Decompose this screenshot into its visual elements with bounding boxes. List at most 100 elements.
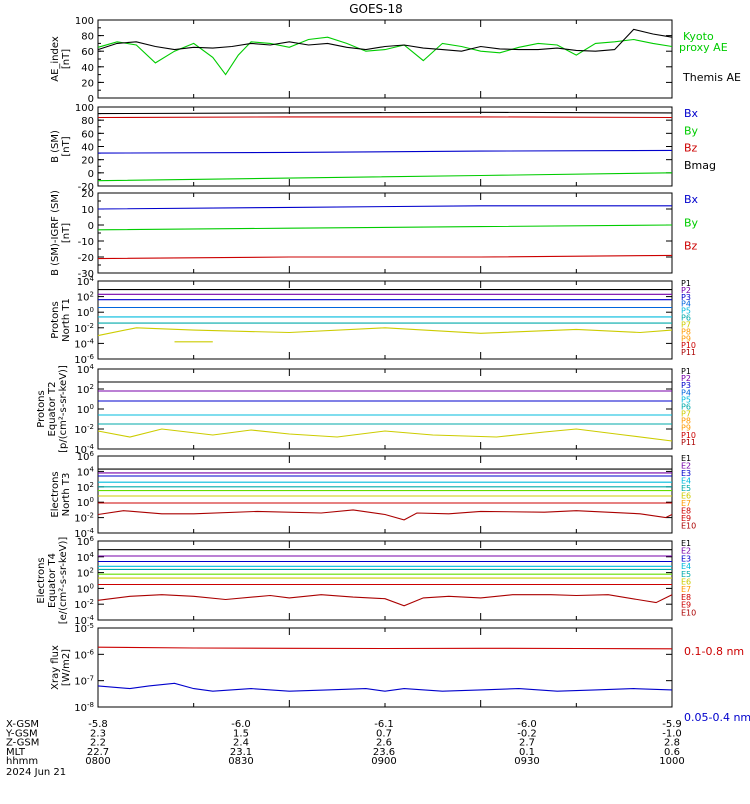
y-tick-label: -20: [78, 182, 94, 193]
legend-entry: P6: [681, 314, 691, 323]
series-peq-p6: [97, 428, 673, 442]
y-axis-label-line: Equator T4: [47, 553, 58, 608]
x-row-value: 2.4: [233, 738, 249, 749]
legend-entry: Kyoto: [683, 30, 714, 43]
legend-entry: Themis AE: [682, 71, 741, 84]
x-row-value: 1000: [659, 756, 684, 767]
x-row-value: 2.3: [90, 728, 106, 739]
legend-entry: P5: [681, 307, 691, 316]
legend-entry: E7: [681, 585, 691, 594]
panel-peq: 104 102 100 10-2 10-4 ProtonsEquator T2[p/(cm…: [36, 363, 696, 456]
series-enorth-e9: [97, 509, 673, 521]
legend-entry: E5: [681, 570, 691, 579]
y-axis-label-line: [W/m2]: [61, 649, 72, 686]
x-row-value: 0830: [228, 756, 253, 767]
x-row-label: Z-GSM: [6, 738, 39, 749]
legend-entry: E9: [681, 514, 691, 523]
y-tick-label: 10-2: [74, 322, 94, 335]
x-row-value: 2.2: [90, 738, 106, 749]
y-axis-label-line: North T3: [61, 473, 72, 517]
legend-entry: P10: [681, 341, 696, 350]
legend-entry: P10: [681, 431, 696, 440]
y-tick-label: 10-4: [74, 443, 94, 456]
series-bsm-by: [97, 172, 673, 182]
legend-entry: P6: [681, 402, 691, 411]
x-row-value: 23.6: [373, 747, 395, 758]
x-row-value: 22.7: [87, 747, 109, 758]
legend-entry: P11: [681, 438, 696, 447]
x-row-value: 23.1: [230, 747, 252, 758]
legend-entry: E9: [681, 601, 691, 610]
y-tick-label: 106: [77, 450, 95, 463]
legend-entry: E1: [681, 539, 691, 548]
y-tick-label: 80: [81, 32, 94, 43]
y-axis-label: B (SM)-IGRF (SM)[nT]: [50, 190, 72, 276]
series-xray-0-05-0-4-nm: [97, 682, 673, 692]
series-ae-themis-ae: [97, 28, 673, 52]
y-tick-label: 10-4: [74, 337, 94, 350]
y-tick-label: 10-4: [74, 614, 94, 627]
x-row-label: X-GSM: [6, 719, 39, 730]
legend-entry: E4: [681, 562, 691, 571]
y-tick-label: 20: [81, 156, 94, 167]
y-tick-label: 10-8: [74, 701, 94, 714]
y-tick-label: 40: [81, 63, 94, 74]
panel-eeq: 106 104 102 100 10-2 10-4 ElectronsEquator T4[…: [36, 535, 696, 627]
legend-entry: E10: [681, 522, 696, 531]
y-tick-label: 102: [77, 567, 94, 580]
legend-entry: P4: [681, 388, 691, 397]
y-tick-label: 60: [81, 129, 94, 140]
y-tick-label: 10-5: [74, 622, 94, 635]
x-row-value: 0.1: [519, 747, 535, 758]
y-tick-label: -30: [78, 269, 94, 280]
y-tick-label: 10-6: [74, 648, 94, 661]
panel-frame: [97, 192, 673, 274]
panel-frame: [97, 540, 673, 621]
y-axis-label-line: Protons: [36, 390, 47, 427]
legend-entry: P7: [681, 410, 691, 419]
y-tick-label: 100: [75, 16, 94, 27]
y-axis-label: B (SM)[nT]: [50, 130, 72, 163]
y-axis-label: AE_index[nT]: [50, 36, 72, 82]
y-axis-label-line: [e/(cm²-s-sr-keV)]: [58, 537, 69, 625]
legend-entry: 0.1-0.8 nm: [684, 645, 744, 658]
series-pnorth-p7: [97, 327, 673, 337]
x-row-value: -6.0: [231, 719, 251, 730]
panel-frame: [97, 368, 673, 450]
series-bigrf-bx: [97, 205, 672, 210]
x-row-label: Y-GSM: [5, 728, 38, 739]
legend-entry: Bx: [684, 107, 699, 120]
y-tick-label: 102: [77, 481, 94, 494]
x-row-value: -1.0: [662, 728, 682, 739]
legend-entry: P3: [681, 381, 691, 390]
y-tick-label: 104: [77, 465, 95, 478]
legend-entry: proxy AE: [679, 41, 728, 54]
panel-frame: [97, 627, 673, 708]
x-row-value: -6.1: [374, 719, 394, 730]
series-bsm-bmag: [97, 111, 673, 115]
legend-entry: P7: [681, 320, 691, 329]
x-row-value: 2.6: [376, 738, 392, 749]
x-row-value: 2.7: [519, 738, 535, 749]
legend-entry: P9: [681, 334, 691, 343]
y-tick-label: 104: [77, 275, 95, 288]
legend-entry: E8: [681, 593, 691, 602]
y-axis-label-line: AE_index: [50, 36, 61, 82]
y-tick-label: 10-7: [74, 675, 94, 688]
legend-entry: P4: [681, 300, 691, 309]
series-bsm-bx: [97, 149, 673, 154]
x-row-value: 0.7: [376, 728, 392, 739]
legend-entry: E6: [681, 578, 691, 587]
y-tick-label: 10-2: [74, 512, 94, 525]
x-row-label: hhmm: [6, 756, 38, 767]
y-tick-label: 20: [81, 78, 94, 89]
y-tick-label: -20: [78, 253, 94, 264]
y-axis-label-line: B (SM): [50, 130, 61, 163]
panel-frame: [97, 455, 673, 534]
y-tick-label: 100: [77, 306, 94, 319]
y-axis-label-line: [p/(cm²-s-sr-keV)]: [58, 365, 69, 453]
x-row-value: -6.0: [517, 719, 537, 730]
y-tick-label: 0: [88, 94, 94, 105]
